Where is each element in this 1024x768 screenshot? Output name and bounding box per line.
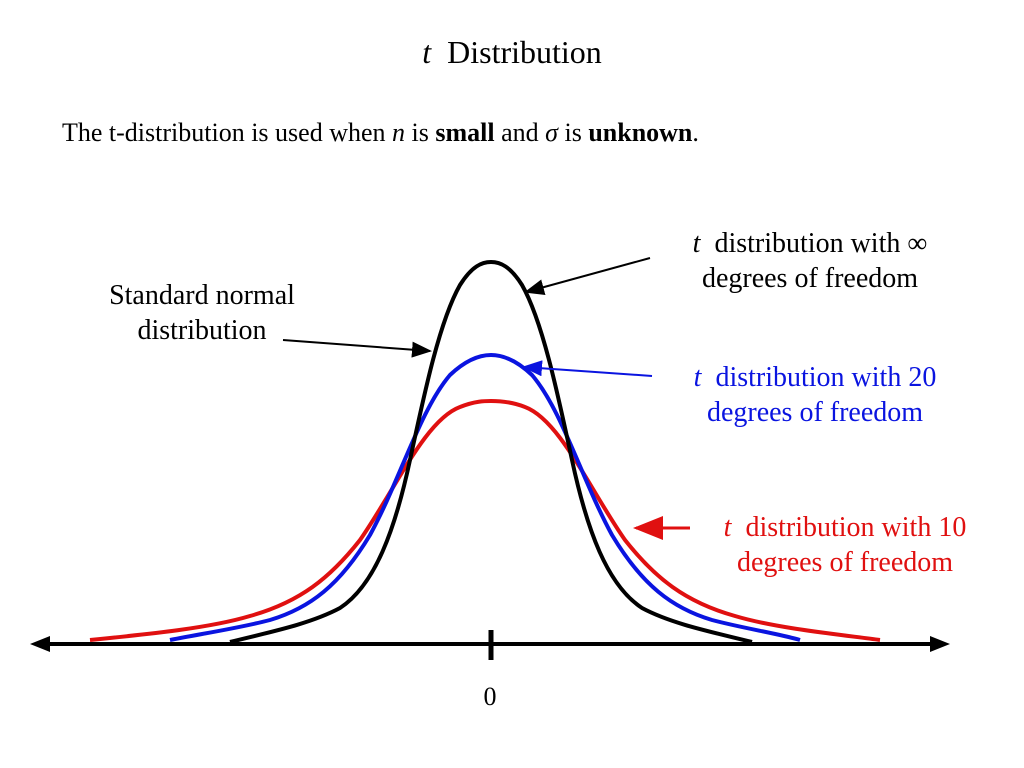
df20-callout-arrow — [522, 360, 653, 377]
x-axis-right-arrowhead — [930, 636, 950, 652]
subtitle-part5: . — [692, 118, 699, 147]
slide-title: t Distribution — [0, 32, 1024, 72]
inf-callout-arrow — [524, 257, 651, 295]
subtitle-part4: is — [557, 118, 589, 147]
standard-normal-label-line1: Standard normal — [109, 280, 295, 311]
t-inf-label-line2: degrees of freedom — [701, 263, 919, 294]
t-10-label: t distribution with 10 degrees of freedo… — [680, 510, 1010, 580]
subtitle-part1: The t-distribution is used when — [62, 118, 393, 147]
title-t: t — [422, 34, 432, 70]
t-inf-label: t distribution with ∞ degrees of freedom — [640, 226, 980, 296]
subtitle-part2: is — [405, 118, 436, 147]
subtitle-n: n — [392, 118, 406, 147]
x-axis-left-arrowhead — [30, 636, 50, 652]
t-10-label-t: t — [723, 512, 732, 543]
t-inf-label-line1: distribution with ∞ — [714, 228, 928, 259]
df20-curve — [169, 353, 801, 642]
t-20-label: t distribution with 20 degrees of freedo… — [650, 360, 980, 430]
t-10-label-line2: degrees of freedom — [736, 547, 954, 578]
subtitle-unknown: unknown — [588, 118, 693, 147]
subtitle-part3: and — [494, 118, 546, 147]
normal-callout-arrow — [282, 339, 432, 358]
subtitle-small: small — [435, 118, 495, 147]
df10-curve — [89, 399, 881, 642]
standard-normal-label-line2: distribution — [137, 315, 267, 346]
zero-label: 0 — [483, 682, 497, 711]
t-inf-label-t: t — [692, 228, 701, 259]
title-text: Distribution — [447, 34, 602, 70]
t-20-label-line1: distribution with 20 — [715, 362, 937, 393]
t-20-label-t: t — [693, 362, 702, 393]
normal-curve — [229, 260, 753, 644]
t-20-label-line2: degrees of freedom — [706, 397, 924, 428]
t-10-label-line1: distribution with 10 — [745, 512, 967, 543]
subtitle-sigma: σ — [545, 118, 558, 147]
subtitle: The t-distribution is used when n is sma… — [62, 115, 699, 151]
standard-normal-label: Standard normal distribution — [82, 278, 322, 348]
